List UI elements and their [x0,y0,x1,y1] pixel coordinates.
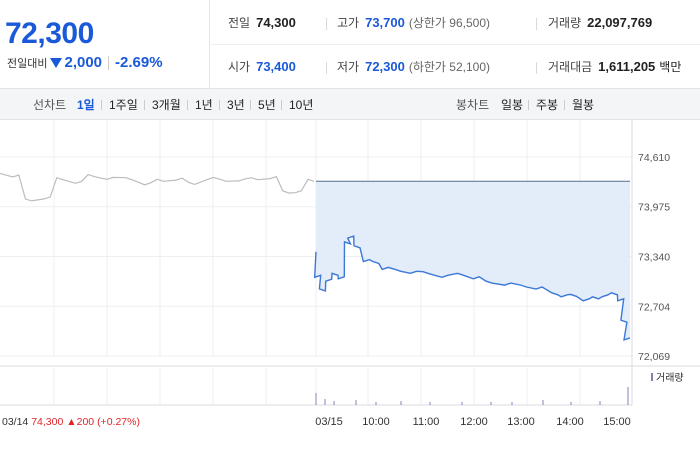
previous-day-footer: 03/14 74,300 ▲200 (+0.27%) [2,416,140,428]
divider [219,100,220,110]
high-value: 73,700 [365,15,405,30]
stock-summary: 72,300 전일대비 2,000 -2.69% 전일 74,300 고가 73… [0,0,700,89]
open-label: 시가 [228,60,251,74]
tab-daily[interactable]: 일봉 [501,98,524,112]
tab-weekly[interactable]: 주봉 [536,98,559,112]
divider [564,100,565,110]
down-triangle-icon [50,57,63,68]
trade-value-label: 거래대금 [548,60,593,74]
change-label: 전일대비 [7,57,48,70]
divider [528,100,529,110]
x-tick-label: 13:00 [507,416,535,428]
lower-limit: (하한가 52,100) [408,60,491,74]
change-percent: -2.69% [115,54,163,71]
line-chart-label: 선차트 [33,98,67,112]
tab-1y[interactable]: 1년 [195,98,213,112]
x-tick-label: 11:00 [413,416,440,428]
change-amount: 2,000 [64,54,103,71]
divider [326,18,327,30]
prev-close-label: 전일 [228,16,251,30]
stat-trade-value: 거래대금 1,611,205 백만 [548,58,681,75]
upper-limit: (상한가 96,500) [408,16,491,30]
divider [187,100,188,110]
tab-1w[interactable]: 1주일 [109,98,138,112]
divider [144,100,145,110]
today-area-fill [314,181,630,340]
divider [326,62,327,74]
price-chart[interactable]: 74,610 73,975 73,340 72,704 72,069 거래량 03/15 10… [0,120,700,450]
high-label: 고가 [337,16,360,30]
tab-1d[interactable]: 1일 [77,98,95,112]
tab-5y[interactable]: 5년 [258,98,276,112]
low-value: 72,300 [365,59,405,74]
tab-3m[interactable]: 3개월 [152,98,181,112]
stat-volume: 거래량 22,097,769 [548,14,652,31]
trade-value-value: 1,611,205 [598,59,656,74]
x-tick-label: 15:00 [603,416,631,428]
stat-high: 고가 73,700 (상한가 96,500) [337,14,490,31]
volume-legend-label: 거래량 [656,372,684,384]
divider [250,100,251,110]
current-price: 72,300 [5,17,94,50]
y-tick-label: 74,610 [638,152,670,164]
x-tick-label: 14:00 [556,416,584,428]
change-row: 전일대비 2,000 -2.69% [7,54,163,71]
stat-prev-close: 전일 74,300 [228,14,296,31]
chart-tab-bar: 선차트 1일 1주일 3개월 1년 3년 5년 10년 봉차트 일봉 주봉 월봉 [0,89,700,120]
y-tick-label: 72,704 [638,301,670,313]
x-tick-label: 10:00 [362,416,390,428]
previous-day-line [0,172,315,202]
low-label: 저가 [337,60,360,74]
volume-label: 거래량 [548,16,582,30]
x-tick-label: 12:00 [460,416,488,428]
divider [101,100,102,110]
volume-legend-swatch [651,373,653,381]
divider [108,55,110,70]
today-price-line [313,235,631,341]
divider [281,100,282,110]
prev-close-value: 74,300 [256,15,296,30]
tab-monthly[interactable]: 월봉 [572,98,595,112]
stat-open: 시가 73,400 [228,58,296,75]
row-divider [211,44,700,45]
x-tick-label: 03/15 [315,416,343,428]
trade-value-unit: 백만 [659,60,682,74]
y-tick-label: 73,975 [638,202,670,214]
open-value: 73,400 [256,59,296,74]
price-box: 72,300 전일대비 2,000 -2.69% [0,0,210,89]
volume-value: 22,097,769 [587,15,653,30]
candle-chart-label: 봉차트 [456,98,490,112]
divider [536,18,537,30]
stat-low: 저가 72,300 (하한가 52,100) [337,58,490,75]
y-tick-label: 72,069 [638,351,670,363]
tab-10y[interactable]: 10년 [289,98,314,112]
tab-3y[interactable]: 3년 [227,98,245,112]
divider [536,62,537,74]
y-tick-label: 73,340 [638,251,670,263]
